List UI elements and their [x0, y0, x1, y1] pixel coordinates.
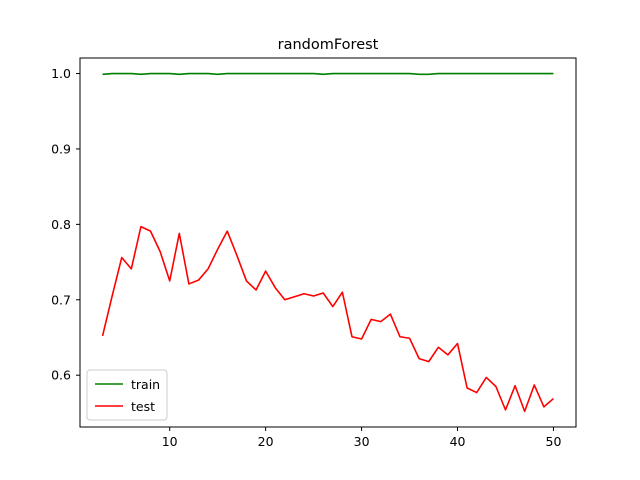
x-tick-label: 10: [162, 434, 178, 449]
x-tick-label: 30: [354, 434, 370, 449]
x-tick-label: 20: [258, 434, 274, 449]
y-axis: 0.6 0.7 0.8 0.9 1.0: [51, 66, 80, 383]
legend-label-test: test: [131, 399, 155, 414]
y-tick-label: 0.8: [51, 217, 71, 232]
plot-area: [101, 72, 554, 413]
x-tick-label: 40: [450, 434, 466, 449]
y-tick-label: 1.0: [51, 66, 71, 81]
series-line-test: [101, 225, 554, 413]
series-line-train: [102, 72, 554, 76]
legend-box: [86, 369, 168, 421]
y-tick-label: 0.9: [51, 141, 71, 156]
legend-label-train: train: [131, 377, 160, 392]
x-axis: 10 20 30 40 50: [162, 427, 562, 449]
plot-frame: [79, 57, 577, 428]
legend: train test: [86, 369, 168, 421]
x-tick-label: 50: [546, 434, 562, 449]
y-tick-label: 0.6: [51, 368, 71, 383]
y-tick-label: 0.7: [51, 292, 71, 307]
chart-title: randomForest: [278, 37, 379, 53]
